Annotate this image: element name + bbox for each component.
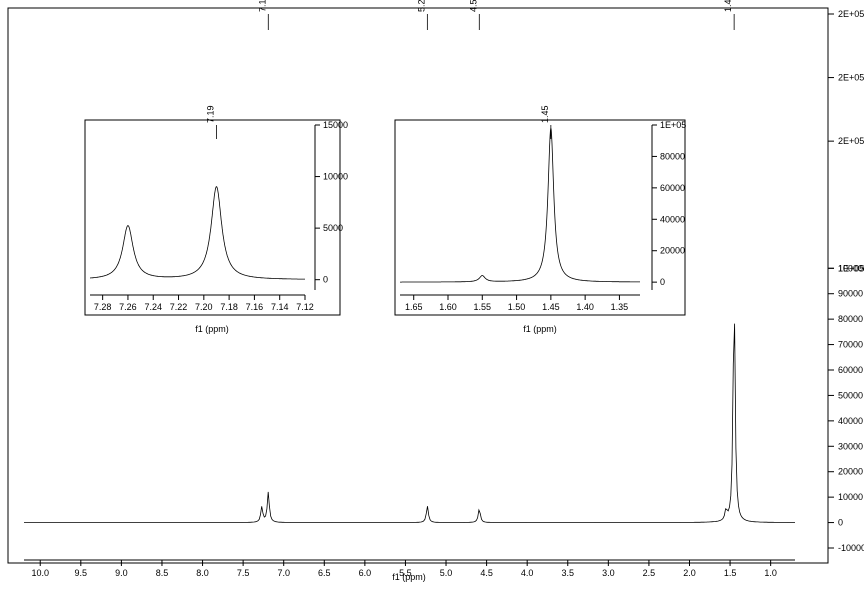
svg-text:6.0: 6.0 <box>359 568 372 578</box>
svg-text:10.0: 10.0 <box>31 568 49 578</box>
svg-text:1.60: 1.60 <box>439 302 457 312</box>
svg-text:6.5: 6.5 <box>318 568 331 578</box>
svg-text:5.0: 5.0 <box>440 568 453 578</box>
svg-text:-10000: -10000 <box>838 543 864 553</box>
svg-text:0: 0 <box>838 518 843 528</box>
inset-right-frame <box>395 120 685 315</box>
svg-text:1.65: 1.65 <box>405 302 423 312</box>
svg-text:7.12: 7.12 <box>296 302 314 312</box>
svg-text:9.0: 9.0 <box>115 568 128 578</box>
svg-text:1.0: 1.0 <box>764 568 777 578</box>
svg-text:7.19: 7.19 <box>257 0 267 12</box>
svg-text:2.5: 2.5 <box>643 568 656 578</box>
svg-text:1.45: 1.45 <box>723 0 733 12</box>
svg-text:1.45: 1.45 <box>542 302 560 312</box>
inset-right-x-label: f1 (ppm) <box>523 324 557 334</box>
svg-text:4.5: 4.5 <box>480 568 493 578</box>
svg-text:10000: 10000 <box>838 492 863 502</box>
svg-text:7.16: 7.16 <box>246 302 264 312</box>
svg-text:1.35: 1.35 <box>611 302 629 312</box>
inset-left-frame <box>85 120 340 315</box>
svg-text:7.5: 7.5 <box>237 568 250 578</box>
svg-text:20000: 20000 <box>660 246 685 256</box>
svg-text:7.28: 7.28 <box>94 302 112 312</box>
svg-text:40000: 40000 <box>660 214 685 224</box>
svg-text:1.50: 1.50 <box>508 302 526 312</box>
svg-text:2E+05: 2E+05 <box>838 73 864 83</box>
svg-text:7.24: 7.24 <box>144 302 162 312</box>
svg-text:1.45: 1.45 <box>540 105 550 123</box>
svg-text:1E+05: 1E+05 <box>838 263 864 273</box>
svg-text:60000: 60000 <box>838 365 863 375</box>
x-axis-label: f1 (ppm) <box>392 572 426 582</box>
svg-text:0: 0 <box>660 277 665 287</box>
svg-text:5.23: 5.23 <box>416 0 426 12</box>
svg-text:4.0: 4.0 <box>521 568 534 578</box>
svg-text:9.5: 9.5 <box>75 568 88 578</box>
inset-left-x-label: f1 (ppm) <box>195 324 229 334</box>
svg-text:8.5: 8.5 <box>156 568 169 578</box>
svg-text:7.22: 7.22 <box>170 302 188 312</box>
inset-right: 1.65 1.60 1.55 1.50 1.45 1.40 1.35 0 20000 40000… <box>395 105 686 334</box>
svg-text:1.5: 1.5 <box>724 568 737 578</box>
svg-text:7.18: 7.18 <box>220 302 238 312</box>
svg-text:40000: 40000 <box>838 416 863 426</box>
svg-text:5000: 5000 <box>323 223 343 233</box>
svg-text:4.59: 4.59 <box>468 0 478 12</box>
svg-text:7.0: 7.0 <box>277 568 290 578</box>
svg-text:1.40: 1.40 <box>576 302 594 312</box>
svg-text:90000: 90000 <box>838 289 863 299</box>
svg-text:7.20: 7.20 <box>195 302 213 312</box>
svg-text:7.26: 7.26 <box>119 302 137 312</box>
y-axis-ticks: -10000 0 10000 20000 30000 40000 50000 60000 700… <box>828 9 864 553</box>
svg-text:80000: 80000 <box>660 151 685 161</box>
svg-text:70000: 70000 <box>838 340 863 350</box>
svg-text:0: 0 <box>323 275 328 285</box>
svg-text:2.0: 2.0 <box>683 568 696 578</box>
svg-text:7.14: 7.14 <box>271 302 289 312</box>
svg-text:2E+05: 2E+05 <box>838 136 864 146</box>
svg-text:15000: 15000 <box>323 120 348 130</box>
svg-text:10000: 10000 <box>323 172 348 182</box>
svg-text:7.19: 7.19 <box>205 105 215 123</box>
nmr-spectrum-main: 10.09.59.08.58.07.57.06.56.05.55.04.54.0… <box>0 0 864 600</box>
svg-text:2E+05: 2E+05 <box>838 9 864 19</box>
svg-text:1E+05: 1E+05 <box>660 120 686 130</box>
svg-text:1.55: 1.55 <box>474 302 492 312</box>
svg-text:8.0: 8.0 <box>196 568 209 578</box>
inset-left: 7.28 7.26 7.24 7.22 7.20 7.18 7.16 7.14 7.12 0 50… <box>85 105 348 334</box>
svg-text:20000: 20000 <box>838 467 863 477</box>
svg-text:3.0: 3.0 <box>602 568 615 578</box>
svg-text:60000: 60000 <box>660 183 685 193</box>
svg-text:30000: 30000 <box>838 441 863 451</box>
svg-text:80000: 80000 <box>838 314 863 324</box>
svg-text:50000: 50000 <box>838 390 863 400</box>
svg-text:3.5: 3.5 <box>562 568 575 578</box>
